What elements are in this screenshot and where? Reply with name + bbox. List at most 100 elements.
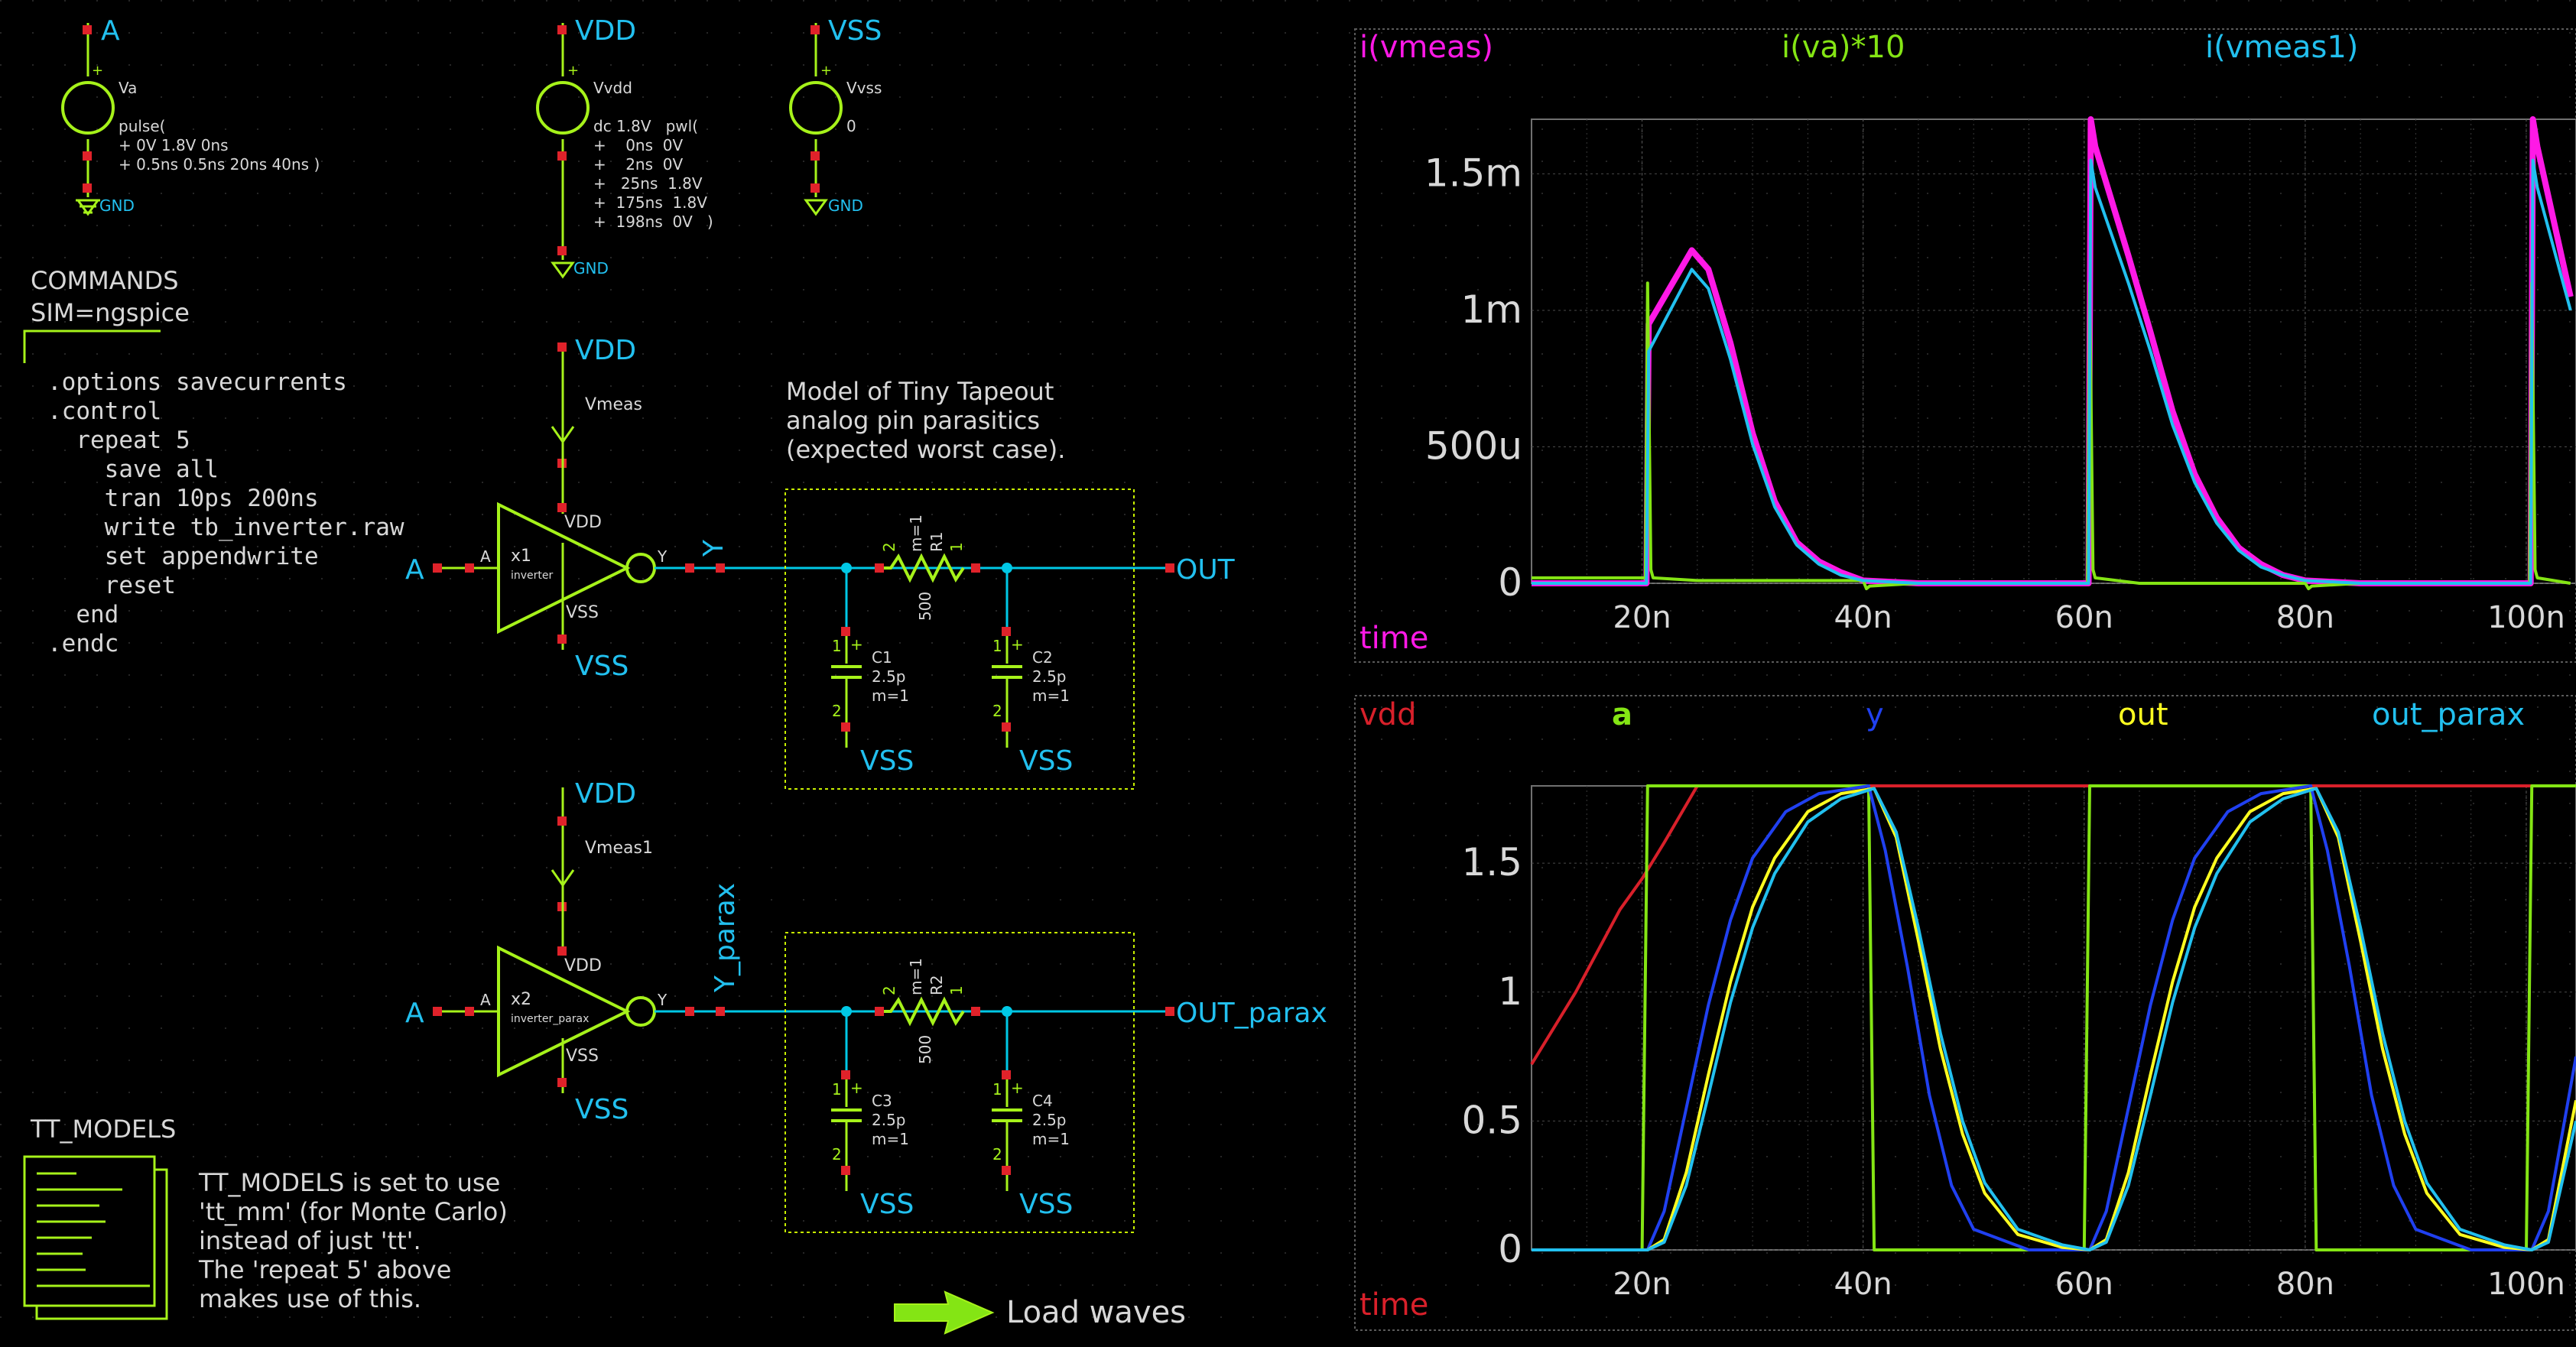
commands-block[interactable]: COMMANDS SIM=ngspice .options savecurren… <box>23 266 404 657</box>
capacitor[interactable]: 1 + 2 C1 2.5p m=1 VSS <box>831 627 914 777</box>
series-line-a <box>1532 784 2576 1251</box>
document-icon <box>23 1155 168 1320</box>
series-line-i-vmeas1 <box>1532 158 2572 585</box>
svg-text:+: + <box>567 63 579 79</box>
capacitor[interactable]: 1 + 2 C3 2.5p m=1 VSS <box>831 1070 914 1220</box>
y-tick-label: 1.5m <box>1424 151 1522 195</box>
command-line: write tb_inverter.raw <box>47 514 404 541</box>
tt-models-block[interactable]: TT_MODELS TT_MODELS is set to use 'tt_mm… <box>23 1115 508 1320</box>
x-axis-label: time <box>1359 621 1428 656</box>
r-name: R1 <box>927 531 946 552</box>
source-vdd[interactable]: + VDD Vvdd dc 1.8V pwl( + 0ns 0V + 2ns 0… <box>536 15 713 279</box>
x-tick-label: 60n <box>2055 600 2113 635</box>
graph-voltages[interactable]: 20n 40n 60n 80n 100n 0 0.5 1 1.5 vdd a y out ou… <box>1354 695 2576 1331</box>
note-line: analog pin parasitics <box>786 406 1040 435</box>
tt-note-line: makes use of this. <box>199 1284 421 1313</box>
r-pin: 2 <box>880 985 898 995</box>
c-mult: m=1 <box>872 1130 909 1148</box>
pin-vdd: VDD <box>564 513 602 532</box>
tt-note-line: TT_MODELS is set to use <box>198 1168 500 1197</box>
command-line: set appendwrite <box>47 543 319 570</box>
capacitor[interactable]: 1 + 2 C2 2.5p m=1 VSS <box>992 627 1073 777</box>
resistor[interactable] <box>879 996 965 1027</box>
x-tick-labels: 20n 40n 60n 80n 100n <box>1613 600 2565 635</box>
x-axis-label: time <box>1359 1287 1428 1323</box>
parasitic-note: Model of Tiny Tapeout analog pin parasit… <box>786 377 1065 464</box>
graph-frame <box>1354 28 2576 663</box>
pin-y: Y <box>657 547 668 566</box>
command-line: end <box>47 601 119 628</box>
source-value-line: + 198ns 0V ) <box>593 213 713 231</box>
source-value-line: dc 1.8V pwl( <box>593 117 698 135</box>
resistor[interactable] <box>879 553 965 583</box>
command-line: repeat 5 <box>47 427 190 454</box>
x-tick-label: 20n <box>1613 600 1671 635</box>
r-pin: 1 <box>947 985 966 995</box>
x-tick-label: 100n <box>2487 1267 2565 1302</box>
pin-a: A <box>480 991 491 1009</box>
pin-a: A <box>480 547 491 566</box>
r-pin: 2 <box>880 542 898 552</box>
grid-lines <box>1532 119 2576 584</box>
series-lines <box>1532 116 2574 591</box>
graph-currents[interactable]: 20n 40n 60n 80n 100n 0 500u 1m 1.5m i(vmeas) i(… <box>1354 28 2576 663</box>
source-va[interactable]: + A Va pulse( + 0V 1.8V 0ns + 0.5ns 0.5n… <box>61 15 320 216</box>
parasitic-box[interactable] <box>784 932 1135 1233</box>
c-name: C2 <box>1032 648 1053 667</box>
y-tick-labels: 0 500u 1m 1.5m <box>1424 151 1522 605</box>
meas-name: Vmeas1 <box>585 839 653 858</box>
tt-note-line: The 'repeat 5' above <box>198 1255 451 1284</box>
c-value: 2.5p <box>872 667 906 686</box>
source-value-line: + 175ns 1.8V <box>593 193 707 212</box>
source-value-line: + 25ns 1.8V <box>593 174 703 193</box>
svg-text:1: 1 <box>832 637 842 655</box>
tt-note-line: 'tt_mm' (for Monte Carlo) <box>199 1197 508 1226</box>
net-label-vss: VSS <box>860 745 914 777</box>
net-label-a: A <box>101 15 120 47</box>
y-tick-label: 1m <box>1460 287 1522 332</box>
source-value-line: 0 <box>846 117 856 135</box>
source-value-line: + 0V 1.8V 0ns <box>119 136 229 154</box>
x-tick-label: 40n <box>1834 1267 1892 1302</box>
x-tick-label: 100n <box>2487 600 2565 635</box>
load-waves-button[interactable]: Load waves <box>894 1290 1186 1335</box>
net-label-vdd: VDD <box>575 15 636 47</box>
x-tick-label: 80n <box>2276 1267 2334 1302</box>
series-lines <box>1530 784 2576 1251</box>
net-label-vss: VSS <box>1019 1189 1073 1220</box>
y-tick-label: 0 <box>1498 1227 1522 1271</box>
circuit-inverter-1[interactable]: VDD Vmeas VDD VSS VSS A A x1 inverter Y … <box>405 335 1236 790</box>
cell-name: inverter <box>511 570 554 582</box>
parasitic-box[interactable] <box>784 488 1135 790</box>
legend-i-va: i(va)*10 <box>1782 30 1905 65</box>
net-label-vss: VSS <box>575 651 629 682</box>
source-value-line: pulse( <box>119 117 165 135</box>
command-line: .options savecurrents <box>47 368 347 396</box>
source-vss[interactable]: + VSS Vvss 0 GND <box>789 15 882 216</box>
y-tick-label: 1.5 <box>1461 840 1522 884</box>
r-mult: m=1 <box>907 958 925 995</box>
note-line: (expected worst case). <box>786 435 1065 464</box>
svg-text:+: + <box>850 1079 863 1097</box>
r-value: 500 <box>916 1035 934 1064</box>
legend-out: out <box>2118 697 2168 732</box>
ground-label: GND <box>573 259 609 278</box>
series-line-out-parax <box>1532 787 2576 1251</box>
net-label-vss: VSS <box>828 15 882 47</box>
legend-i-vmeas1: i(vmeas1) <box>2205 30 2358 65</box>
circuit-inverter-2[interactable]: VDD Vmeas1 VDD VSS VSS A A x2 inverter_p… <box>405 778 1327 1233</box>
y-tick-label: 1 <box>1498 969 1522 1014</box>
graph-frame <box>1354 695 2576 1331</box>
capacitor[interactable]: 1 + 2 C4 2.5p m=1 VSS <box>992 1070 1073 1220</box>
net-label-vdd: VDD <box>575 778 636 810</box>
commands-sim: SIM=ngspice <box>31 298 190 327</box>
output-label: OUT <box>1176 554 1236 586</box>
c-mult: m=1 <box>1032 1130 1070 1148</box>
net-y: Y_parax <box>710 883 741 993</box>
svg-text:1: 1 <box>992 637 1002 655</box>
x-tick-label: 80n <box>2276 600 2334 635</box>
svg-text:+: + <box>820 63 832 79</box>
command-line: reset <box>47 572 176 599</box>
